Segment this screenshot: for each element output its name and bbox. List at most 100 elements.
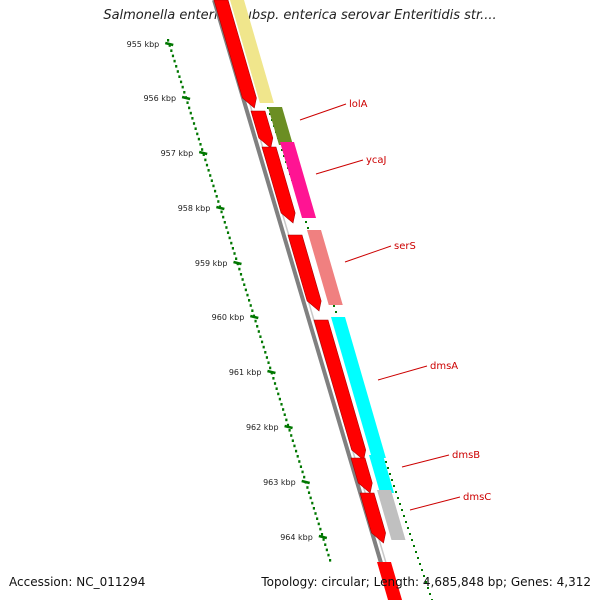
outer-tick	[307, 227, 309, 229]
outer-tick	[413, 545, 415, 547]
minor-tick	[244, 288, 247, 292]
minor-tick	[167, 39, 170, 42]
outer-tick	[305, 221, 307, 223]
tick-label: 959 kbp	[195, 259, 228, 268]
minor-tick	[230, 241, 233, 245]
minor-tick	[170, 49, 173, 52]
major-tick	[318, 534, 328, 540]
minor-tick	[233, 252, 236, 255]
minor-tick	[213, 189, 217, 193]
minor-tick	[303, 475, 306, 479]
minor-tick	[201, 148, 204, 151]
outer-tick	[399, 503, 401, 505]
minor-tick	[196, 132, 199, 136]
tick-track: 955 kbp 956 kbp 957 kbp 958 kbp 959 kbp 960 k…	[127, 0, 433, 600]
major-tick	[284, 424, 293, 430]
major-tick	[267, 369, 276, 375]
minor-tick	[179, 80, 183, 84]
major-tick	[164, 41, 174, 47]
accession-text: Accession: NC_011294	[9, 575, 146, 589]
minor-tick	[265, 356, 269, 359]
outer-tick	[333, 305, 335, 307]
tick-label: 958 kbp	[178, 204, 211, 213]
minor-tick	[260, 340, 264, 344]
minor-tick	[238, 267, 241, 271]
gene-label-ycaJ: ycaJ	[366, 155, 387, 166]
gene-labels: lolA ycaJ serS dmsA dmsB dmsC	[299, 99, 491, 511]
gene-band-dmsA	[331, 317, 386, 458]
outer-tick	[389, 473, 391, 475]
major-tick	[249, 314, 259, 320]
minor-tick	[325, 548, 328, 552]
minor-tick	[317, 522, 320, 526]
minor-tick	[189, 111, 192, 115]
minor-tick	[171, 54, 175, 58]
label-leader	[409, 496, 461, 511]
minor-tick	[307, 491, 311, 494]
outer-tick	[411, 539, 413, 541]
minor-tick	[320, 533, 324, 536]
outer-tick	[283, 155, 285, 157]
minor-tick	[225, 226, 228, 229]
minor-tick	[273, 382, 277, 385]
outer-tick	[405, 521, 407, 523]
minor-tick	[197, 137, 200, 141]
minor-tick	[199, 143, 202, 146]
major-tick	[301, 479, 311, 485]
minor-tick	[294, 449, 298, 453]
tick-label: 955 kbp	[127, 40, 160, 49]
outer-tick	[421, 569, 423, 571]
minor-tick	[272, 377, 275, 380]
minor-tick	[246, 293, 249, 297]
minor-tick	[264, 351, 267, 354]
outer-tick	[385, 461, 387, 463]
gene-band-dmsC	[377, 490, 406, 540]
outer-tick	[281, 149, 283, 151]
outer-tick	[425, 581, 427, 583]
label-leader	[315, 159, 364, 175]
genome-stats-text: Topology: circular; Length: 4,685,848 bp…	[261, 575, 591, 589]
minor-tick	[254, 319, 257, 323]
minor-tick	[282, 408, 285, 411]
cds-arrow	[350, 457, 373, 494]
minor-tick	[290, 434, 293, 437]
outer-tick	[427, 587, 429, 589]
gene-band-ycaJ	[280, 142, 317, 218]
minor-tick	[217, 200, 220, 203]
minor-tick	[192, 122, 196, 125]
minor-tick	[231, 247, 234, 250]
minor-tick	[285, 418, 288, 422]
minor-tick	[286, 423, 290, 427]
minor-tick	[222, 215, 225, 219]
gene-band	[230, 0, 274, 103]
outer-tick	[429, 593, 431, 595]
cds-arrow	[359, 492, 386, 544]
tick-label: 957 kbp	[161, 149, 194, 158]
cds-arrow	[377, 562, 403, 600]
outer-tick	[417, 557, 419, 559]
gene-label-serS: serS	[394, 241, 416, 252]
major-tick	[181, 95, 191, 101]
map-title: Salmonella enterica subsp. enterica sero…	[103, 8, 497, 23]
minor-tick	[277, 392, 280, 396]
minor-tick	[251, 309, 254, 312]
minor-tick	[275, 387, 278, 390]
tick-label: 962 kbp	[246, 423, 279, 432]
minor-tick	[316, 517, 319, 520]
major-tick	[198, 150, 208, 156]
minor-tick	[280, 403, 283, 406]
cds-arrow	[213, 0, 257, 109]
minor-tick	[291, 439, 294, 442]
minor-tick	[204, 158, 207, 162]
minor-tick	[306, 486, 309, 489]
gene-label-dmsC: dmsC	[463, 492, 491, 503]
minor-tick	[322, 538, 325, 541]
minor-tick	[299, 465, 303, 468]
minor-tick	[262, 345, 265, 349]
minor-tick	[288, 429, 291, 432]
outer-tick	[397, 497, 399, 499]
cds-track	[213, 0, 403, 600]
minor-tick	[173, 59, 176, 63]
minor-tick	[212, 184, 215, 188]
